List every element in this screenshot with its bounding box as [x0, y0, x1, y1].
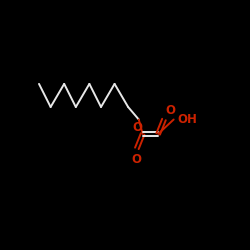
Text: O: O: [165, 104, 175, 117]
Text: O: O: [133, 122, 143, 134]
Text: O: O: [132, 153, 142, 166]
Text: OH: OH: [178, 113, 198, 126]
